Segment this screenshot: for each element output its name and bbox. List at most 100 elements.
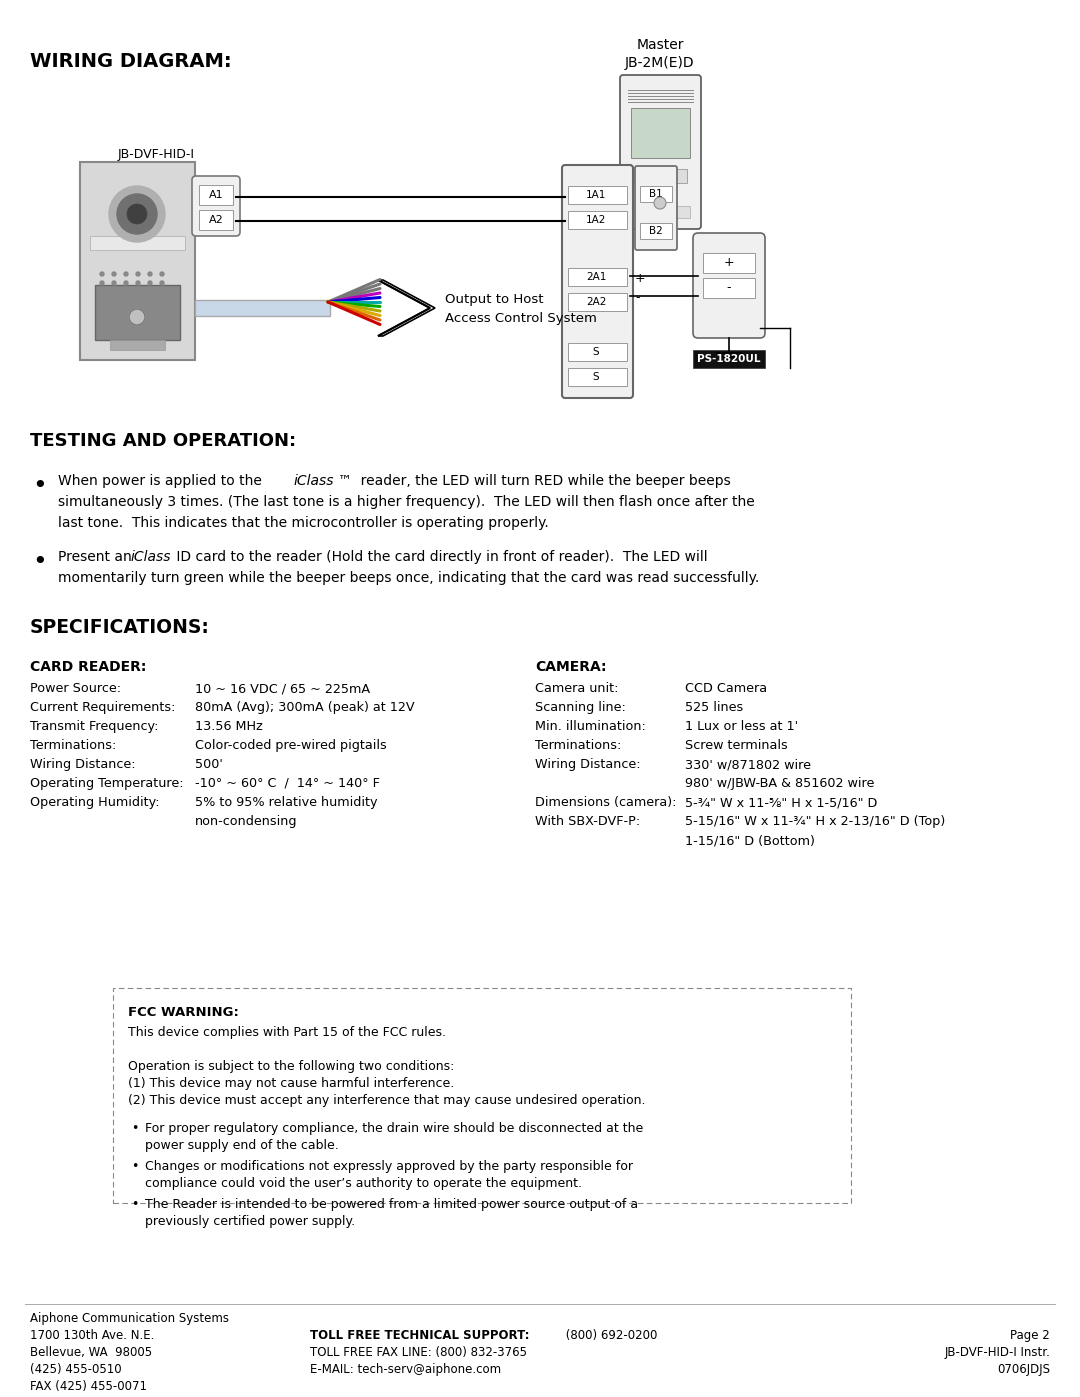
Text: last tone.  This indicates that the microcontroller is operating properly.: last tone. This indicates that the micro… (58, 515, 549, 529)
Bar (199, 184, 233, 205)
Text: simultaneously 3 times. (The last tone is a higher frequency).  The LED will the: simultaneously 3 times. (The last tone i… (58, 495, 755, 509)
Text: 2A2: 2A2 (585, 298, 606, 307)
Text: (2) This device must accept any interference that may cause undesired operation.: (2) This device must accept any interfer… (129, 1094, 646, 1106)
Text: 525 lines: 525 lines (685, 701, 743, 714)
Text: Transmit Frequency:: Transmit Frequency: (30, 719, 159, 733)
Circle shape (136, 272, 140, 277)
Text: Bellevue, WA  98005: Bellevue, WA 98005 (30, 1345, 152, 1359)
Text: Terminations:: Terminations: (30, 739, 117, 752)
Text: ID card to the reader (Hold the card directly in front of reader).  The LED will: ID card to the reader (Hold the card dir… (172, 550, 707, 564)
Text: SPECIFICATIONS:: SPECIFICATIONS: (30, 617, 210, 637)
Bar (568, 268, 627, 286)
Bar (80, 162, 195, 360)
Text: The Reader is intended to be powered from a limited power source output of a: The Reader is intended to be powered fro… (145, 1199, 638, 1211)
Bar (673, 169, 687, 183)
Text: Operating Temperature:: Operating Temperature: (30, 777, 184, 789)
Circle shape (100, 281, 104, 285)
Circle shape (148, 272, 152, 277)
Text: S: S (593, 372, 599, 381)
Circle shape (112, 272, 116, 277)
Bar (568, 367, 627, 386)
Text: FAX (425) 455-0071: FAX (425) 455-0071 (30, 1380, 147, 1393)
Text: FCC WARNING:: FCC WARNING: (129, 1006, 239, 1018)
Text: momentarily turn green while the beeper beeps once, indicating that the card was: momentarily turn green while the beeper … (58, 571, 759, 585)
Circle shape (112, 307, 116, 312)
Text: Master: Master (636, 38, 684, 52)
Text: compliance could void the user’s authority to operate the equipment.: compliance could void the user’s authori… (145, 1178, 582, 1190)
Circle shape (112, 281, 116, 285)
Circle shape (124, 281, 129, 285)
FancyBboxPatch shape (192, 176, 240, 236)
Text: iClass: iClass (131, 550, 172, 564)
Text: 1A1: 1A1 (585, 190, 606, 200)
Circle shape (148, 281, 152, 285)
Circle shape (160, 291, 164, 293)
Text: CAMERA:: CAMERA: (535, 659, 607, 673)
Text: TESTING AND OPERATION:: TESTING AND OPERATION: (30, 432, 296, 450)
Text: 1A2: 1A2 (585, 215, 606, 225)
Text: Dimensions (camera):: Dimensions (camera): (535, 796, 676, 809)
Circle shape (117, 194, 157, 235)
Text: -10° ~ 60° C  /  14° ~ 140° F: -10° ~ 60° C / 14° ~ 140° F (195, 777, 380, 789)
Text: (425) 455-0510: (425) 455-0510 (30, 1363, 122, 1376)
Bar (640, 186, 672, 203)
Text: 1 Lux or less at 1': 1 Lux or less at 1' (685, 719, 798, 733)
Text: E-MAIL: tech-serv@aiphone.com: E-MAIL: tech-serv@aiphone.com (310, 1363, 501, 1376)
Text: Min. illumination:: Min. illumination: (535, 719, 646, 733)
Text: Operation is subject to the following two conditions:: Operation is subject to the following tw… (129, 1060, 455, 1073)
Text: JB-DVF-HID-I: JB-DVF-HID-I (118, 148, 195, 161)
Text: 80mA (Avg); 300mA (peak) at 12V: 80mA (Avg); 300mA (peak) at 12V (195, 701, 415, 714)
Circle shape (124, 307, 129, 312)
FancyBboxPatch shape (635, 166, 677, 250)
Bar (90, 236, 185, 250)
Text: power supply end of the cable.: power supply end of the cable. (145, 1139, 339, 1153)
Bar (568, 344, 627, 360)
Text: 500': 500' (195, 759, 222, 771)
Circle shape (112, 299, 116, 303)
Text: Current Requirements:: Current Requirements: (30, 701, 175, 714)
Circle shape (160, 281, 164, 285)
FancyBboxPatch shape (620, 75, 701, 229)
Bar (640, 224, 672, 239)
Polygon shape (378, 279, 435, 337)
Text: Wiring Distance:: Wiring Distance: (30, 759, 136, 771)
Text: 1-15/16" D (Bottom): 1-15/16" D (Bottom) (685, 834, 815, 847)
Circle shape (100, 291, 104, 293)
Text: Camera unit:: Camera unit: (535, 682, 619, 694)
Text: previously certified power supply.: previously certified power supply. (145, 1215, 355, 1228)
Circle shape (160, 299, 164, 303)
Text: Operating Humidity:: Operating Humidity: (30, 796, 160, 809)
Circle shape (136, 281, 140, 285)
Bar (703, 278, 755, 298)
Bar (631, 205, 690, 218)
Text: non-condensing: non-condensing (195, 814, 297, 828)
Text: WIRING DIAGRAM:: WIRING DIAGRAM: (30, 52, 231, 71)
Circle shape (136, 299, 140, 303)
Text: A2: A2 (208, 215, 224, 225)
Text: 0706JDJS: 0706JDJS (997, 1363, 1050, 1376)
Text: 5% to 95% relative humidity: 5% to 95% relative humidity (195, 796, 378, 809)
Text: 5-15/16" W x 11-¾" H x 2-13/16" D (Top): 5-15/16" W x 11-¾" H x 2-13/16" D (Top) (685, 814, 945, 828)
Text: +: + (724, 257, 734, 270)
Text: Output to Host
Access Control System: Output to Host Access Control System (445, 293, 597, 326)
Circle shape (148, 299, 152, 303)
Text: PS-1820UL: PS-1820UL (698, 353, 760, 365)
FancyBboxPatch shape (693, 233, 765, 338)
Text: Screw terminals: Screw terminals (685, 739, 787, 752)
Circle shape (124, 299, 129, 303)
Circle shape (148, 291, 152, 293)
Circle shape (160, 307, 164, 312)
Text: 5-¾" W x 11-⅝" H x 1-5/16" D: 5-¾" W x 11-⅝" H x 1-5/16" D (685, 796, 877, 809)
Bar (568, 186, 627, 204)
Text: 980' w/JBW-BA & 851602 wire: 980' w/JBW-BA & 851602 wire (685, 777, 875, 789)
Text: Present an: Present an (58, 550, 136, 564)
Text: Color-coded pre-wired pigtails: Color-coded pre-wired pigtails (195, 739, 387, 752)
Text: CARD READER:: CARD READER: (30, 659, 147, 673)
Text: -: - (727, 282, 731, 295)
Bar (568, 293, 627, 312)
Circle shape (100, 272, 104, 277)
Circle shape (136, 291, 140, 293)
Circle shape (127, 204, 147, 224)
Bar (703, 253, 755, 272)
FancyBboxPatch shape (562, 165, 633, 398)
